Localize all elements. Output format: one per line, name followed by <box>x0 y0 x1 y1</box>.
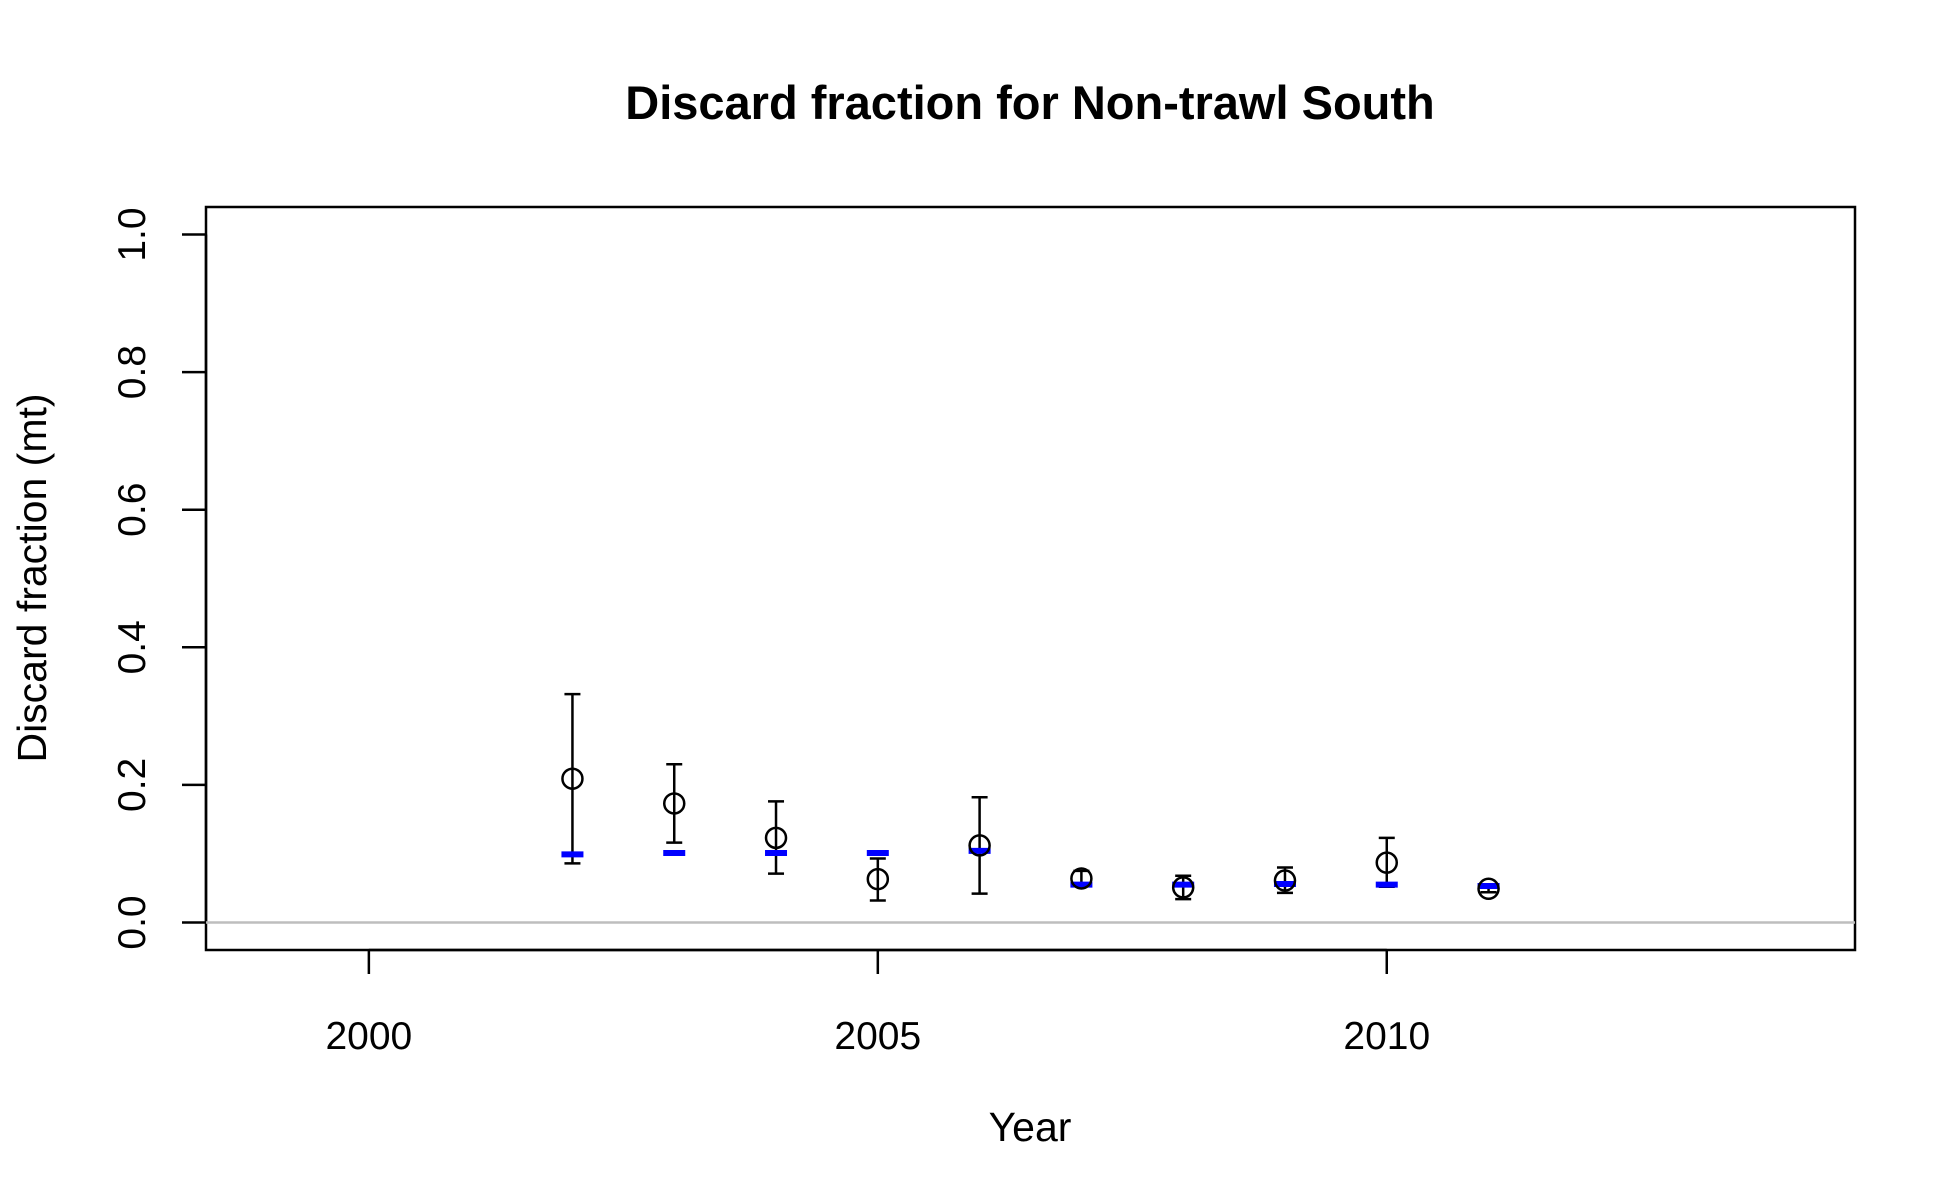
x-tick-label-2010: 2010 <box>1343 1015 1430 1058</box>
x-tick-label-2000: 2000 <box>325 1015 412 1058</box>
observed-point-2004 <box>764 826 788 850</box>
observed-point-2007 <box>1070 867 1093 890</box>
observed-point-2011 <box>1477 877 1500 901</box>
observed-point-2003 <box>662 792 686 815</box>
observed-point-2009 <box>1273 869 1297 892</box>
observed-point-2008 <box>1171 876 1195 899</box>
observed-point-2002 <box>561 767 584 790</box>
observed-point-2010 <box>1375 851 1399 874</box>
plot-frame <box>204 205 1857 952</box>
error-bars <box>564 692 1497 902</box>
observed-points <box>561 767 1500 901</box>
y-tick-label-0.6: 0.6 <box>111 483 154 537</box>
y-tick-label-1.0: 1.0 <box>111 207 154 261</box>
y-tick-label-0.2: 0.2 <box>111 758 154 812</box>
y-tick-label-0.4: 0.4 <box>111 620 154 674</box>
x-axis: 2000 2005 2010 <box>325 948 1430 1058</box>
observed-point-2005 <box>866 867 890 891</box>
y-tick-label-0.0: 0.0 <box>111 895 154 949</box>
x-axis-label: Year <box>989 1104 1072 1150</box>
y-axis-label: Discard fraction (mt) <box>9 393 55 762</box>
expected-values <box>561 847 1500 890</box>
y-axis: 0.0 0.2 0.4 0.6 0.8 1.0 <box>111 207 208 950</box>
x-tick-label-2005: 2005 <box>834 1015 921 1058</box>
y-tick-label-0.8: 0.8 <box>111 345 154 399</box>
chart-title: Discard fraction for Non-trawl South <box>625 76 1435 129</box>
observed-point-2006 <box>968 834 991 857</box>
